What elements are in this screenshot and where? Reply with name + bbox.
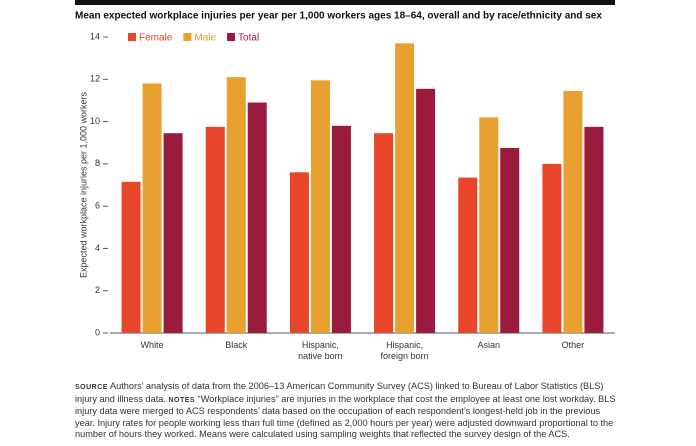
y-tick-label: 4 <box>95 243 100 253</box>
notes-label: NOTES <box>168 396 196 404</box>
bar <box>416 88 436 333</box>
x-tick-label: Hispanic, native born <box>298 340 343 361</box>
y-tick-label: 6 <box>95 201 100 211</box>
bar <box>247 102 267 334</box>
x-tick-label: Asian <box>477 340 500 350</box>
bar <box>458 177 478 333</box>
bar <box>331 125 351 333</box>
chart-title: Mean expected workplace injuries per yea… <box>75 11 602 22</box>
x-tick-label: Other <box>561 340 585 350</box>
bar <box>479 117 499 333</box>
bar <box>563 90 583 334</box>
bar <box>142 83 162 333</box>
source-label: SOURCE <box>75 384 108 391</box>
bar <box>226 77 246 334</box>
bar <box>205 126 225 333</box>
bar <box>395 43 415 333</box>
y-tick-label: 12 <box>90 74 100 84</box>
y-tick-label: 2 <box>95 285 100 295</box>
legend-swatch <box>183 33 192 41</box>
x-tick-label: Black <box>225 340 248 350</box>
bar <box>500 148 520 333</box>
x-tick-label: White <box>140 340 164 350</box>
bar <box>163 133 183 333</box>
legend-label: Female <box>139 33 173 44</box>
bar <box>584 126 604 333</box>
legend-label: Total <box>238 33 259 44</box>
bar <box>542 163 562 333</box>
y-tick-label: 8 <box>95 158 100 168</box>
bar <box>121 181 141 333</box>
top-rule <box>75 0 615 5</box>
notes-text: “Workplace injuries” are injuries in the… <box>75 393 616 440</box>
legend-swatch <box>128 33 136 41</box>
y-tick-label: 14 <box>90 31 100 41</box>
x-tick-label: Hispanic, foreign born <box>380 340 429 361</box>
notes: SOURCE Authors’ analysis of data from th… <box>75 381 620 441</box>
y-axis-label: Expected workplace injuries per 1,000 wo… <box>78 91 88 278</box>
source-text: Authors’ analysis of data from the 2006–… <box>75 381 604 404</box>
bar <box>289 172 309 333</box>
y-tick-label: 10 <box>90 116 100 126</box>
bar <box>310 80 330 333</box>
legend-label: Male <box>194 33 216 44</box>
bar <box>374 133 394 333</box>
y-tick-label: 0 <box>95 327 100 337</box>
legend-swatch <box>227 33 236 41</box>
